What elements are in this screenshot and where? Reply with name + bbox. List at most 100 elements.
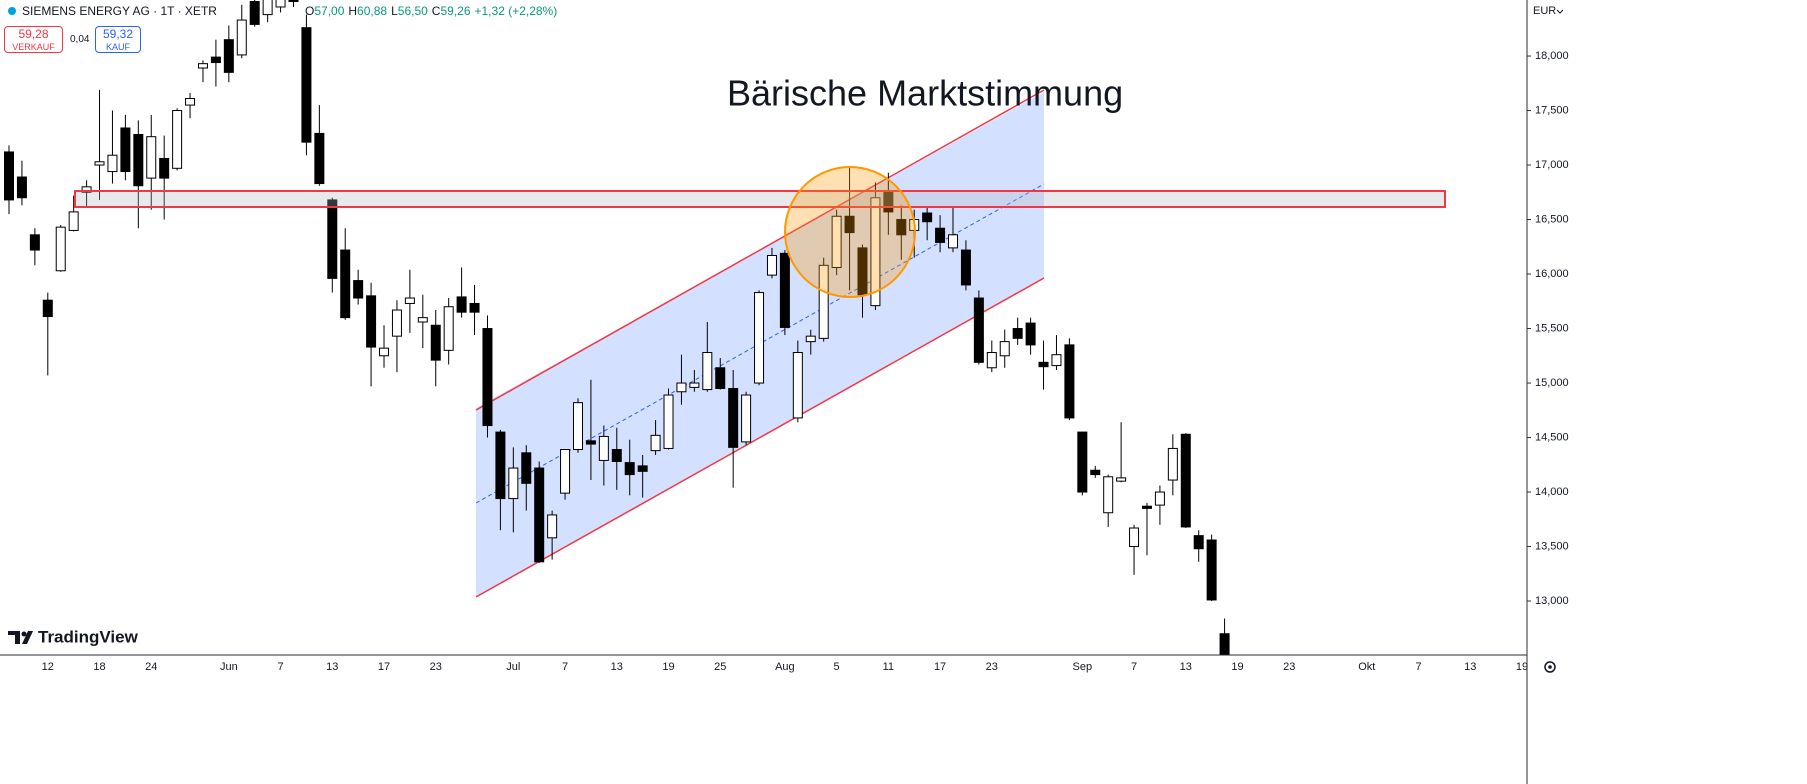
candle-body: [883, 191, 894, 213]
x-tick-label: 23: [1283, 661, 1295, 673]
candle-body: [715, 367, 726, 389]
candle-body: [1206, 539, 1217, 601]
brand-logo: [8, 631, 33, 644]
candle-body: [585, 440, 596, 445]
y-tick-label: 17,000: [1535, 159, 1569, 171]
ohlc-key: H: [348, 4, 358, 18]
ohlc-value: 57,00: [314, 4, 345, 18]
x-tick-label: 7: [278, 661, 284, 673]
annotation: Bärische Marktstimmung: [727, 73, 1123, 114]
resistance-zone: [74, 190, 1446, 208]
candle-body: [210, 56, 221, 64]
settings-icon[interactable]: [1544, 661, 1556, 673]
candle-body: [805, 335, 816, 343]
candle-body: [133, 134, 144, 187]
candle-body: [598, 435, 609, 461]
candle-body: [1090, 469, 1101, 476]
x-tick-label: Okt: [1358, 661, 1375, 673]
ohlc-value: 60,88: [357, 4, 388, 18]
x-tick-label: 13: [611, 661, 623, 673]
candle-body: [236, 19, 247, 56]
candle-body: [314, 132, 325, 185]
sell-label: VERKAUF: [12, 42, 55, 52]
candle-body: [896, 219, 907, 236]
ohlc-legend: O57,00 H60,88 L56,50 C59,26 +1,32 (+2,28%): [305, 4, 557, 18]
candle-body: [508, 467, 519, 500]
candle-body: [430, 324, 441, 361]
candle-body: [572, 402, 583, 451]
x-tick-label: 11: [883, 661, 894, 673]
candle-body: [948, 234, 959, 249]
overlays: Bärische Marktstimmung: [74, 73, 1446, 298]
candle-body: [172, 110, 183, 169]
candle-body: [560, 449, 571, 494]
candle-body: [741, 394, 752, 443]
candle-body: [831, 215, 842, 268]
candle-body: [42, 299, 53, 318]
candle-body: [1038, 361, 1049, 368]
candle-body: [637, 465, 648, 472]
candle-body: [262, 0, 273, 16]
x-tick-label: 19: [1516, 661, 1528, 673]
channel-bottom: [475, 277, 1045, 598]
symbol-icon: [8, 4, 16, 18]
candle-body: [443, 306, 454, 351]
candle-body: [197, 63, 208, 69]
candle-body: [792, 352, 803, 419]
y-tick-label: 13,000: [1535, 595, 1569, 607]
candle-body: [779, 252, 790, 328]
candle-body: [301, 27, 312, 143]
y-tick-label: 16,000: [1535, 268, 1569, 280]
candle-body: [521, 452, 532, 484]
x-tick-label: 7: [562, 661, 568, 673]
candle-body: [689, 382, 700, 388]
candle-body: [68, 211, 79, 231]
ohlc-key: L: [391, 4, 398, 18]
candle-body: [960, 249, 971, 286]
candle-body: [185, 98, 196, 106]
ohlc-value: 56,50: [397, 4, 428, 18]
candle-body: [999, 341, 1010, 357]
candle-body: [1116, 477, 1127, 482]
y-tick-label: 15,000: [1535, 377, 1569, 389]
y-tick-label: 15,500: [1535, 322, 1569, 334]
spread: 0,04: [70, 34, 90, 45]
candle-body: [547, 514, 558, 539]
buy-button[interactable]: 59,32 KAUF: [95, 26, 141, 53]
candle-body: [456, 296, 467, 313]
candle-body: [16, 176, 27, 199]
candle-body: [1025, 322, 1036, 346]
sell-button[interactable]: 59,28 VERKAUF: [4, 26, 63, 53]
candle-body: [55, 226, 66, 272]
channel-top: [475, 89, 1045, 411]
x-tick-label: 23: [430, 661, 442, 673]
x-tick-label: 7: [1415, 661, 1421, 673]
x-tick-label: 13: [1180, 661, 1192, 673]
candles: [4, 0, 1230, 655]
y-tick-label: 16,500: [1535, 213, 1569, 225]
candle-body: [844, 215, 855, 234]
candle-body: [1141, 505, 1152, 509]
candle-body: [288, 0, 299, 3]
candle-body: [1064, 344, 1075, 419]
symbol[interactable]: SIEMENS ENERGY AG · 1T · XETR: [22, 4, 217, 18]
candle-body: [676, 382, 687, 393]
candle-body: [702, 352, 713, 391]
highlight-circle: [784, 166, 916, 298]
candle-body: [249, 1, 260, 25]
x-tick-label: 24: [145, 661, 157, 673]
candle-body: [1103, 476, 1114, 514]
candle-body: [1180, 433, 1191, 528]
brand: TradingView: [38, 627, 139, 646]
candle-body: [534, 467, 545, 563]
ohlc-value: 59,26: [440, 4, 471, 18]
y-tick-label: 17,500: [1535, 104, 1569, 116]
candle-body: [275, 0, 286, 8]
x-tick-label: 12: [42, 661, 54, 673]
candle-body: [223, 39, 234, 73]
y-tick-label: 14,000: [1535, 486, 1569, 498]
brand-logo-dot: [21, 631, 27, 637]
candle-body: [29, 234, 40, 251]
y-tick-label: 18,000: [1535, 50, 1569, 62]
candle-body: [1219, 633, 1230, 655]
